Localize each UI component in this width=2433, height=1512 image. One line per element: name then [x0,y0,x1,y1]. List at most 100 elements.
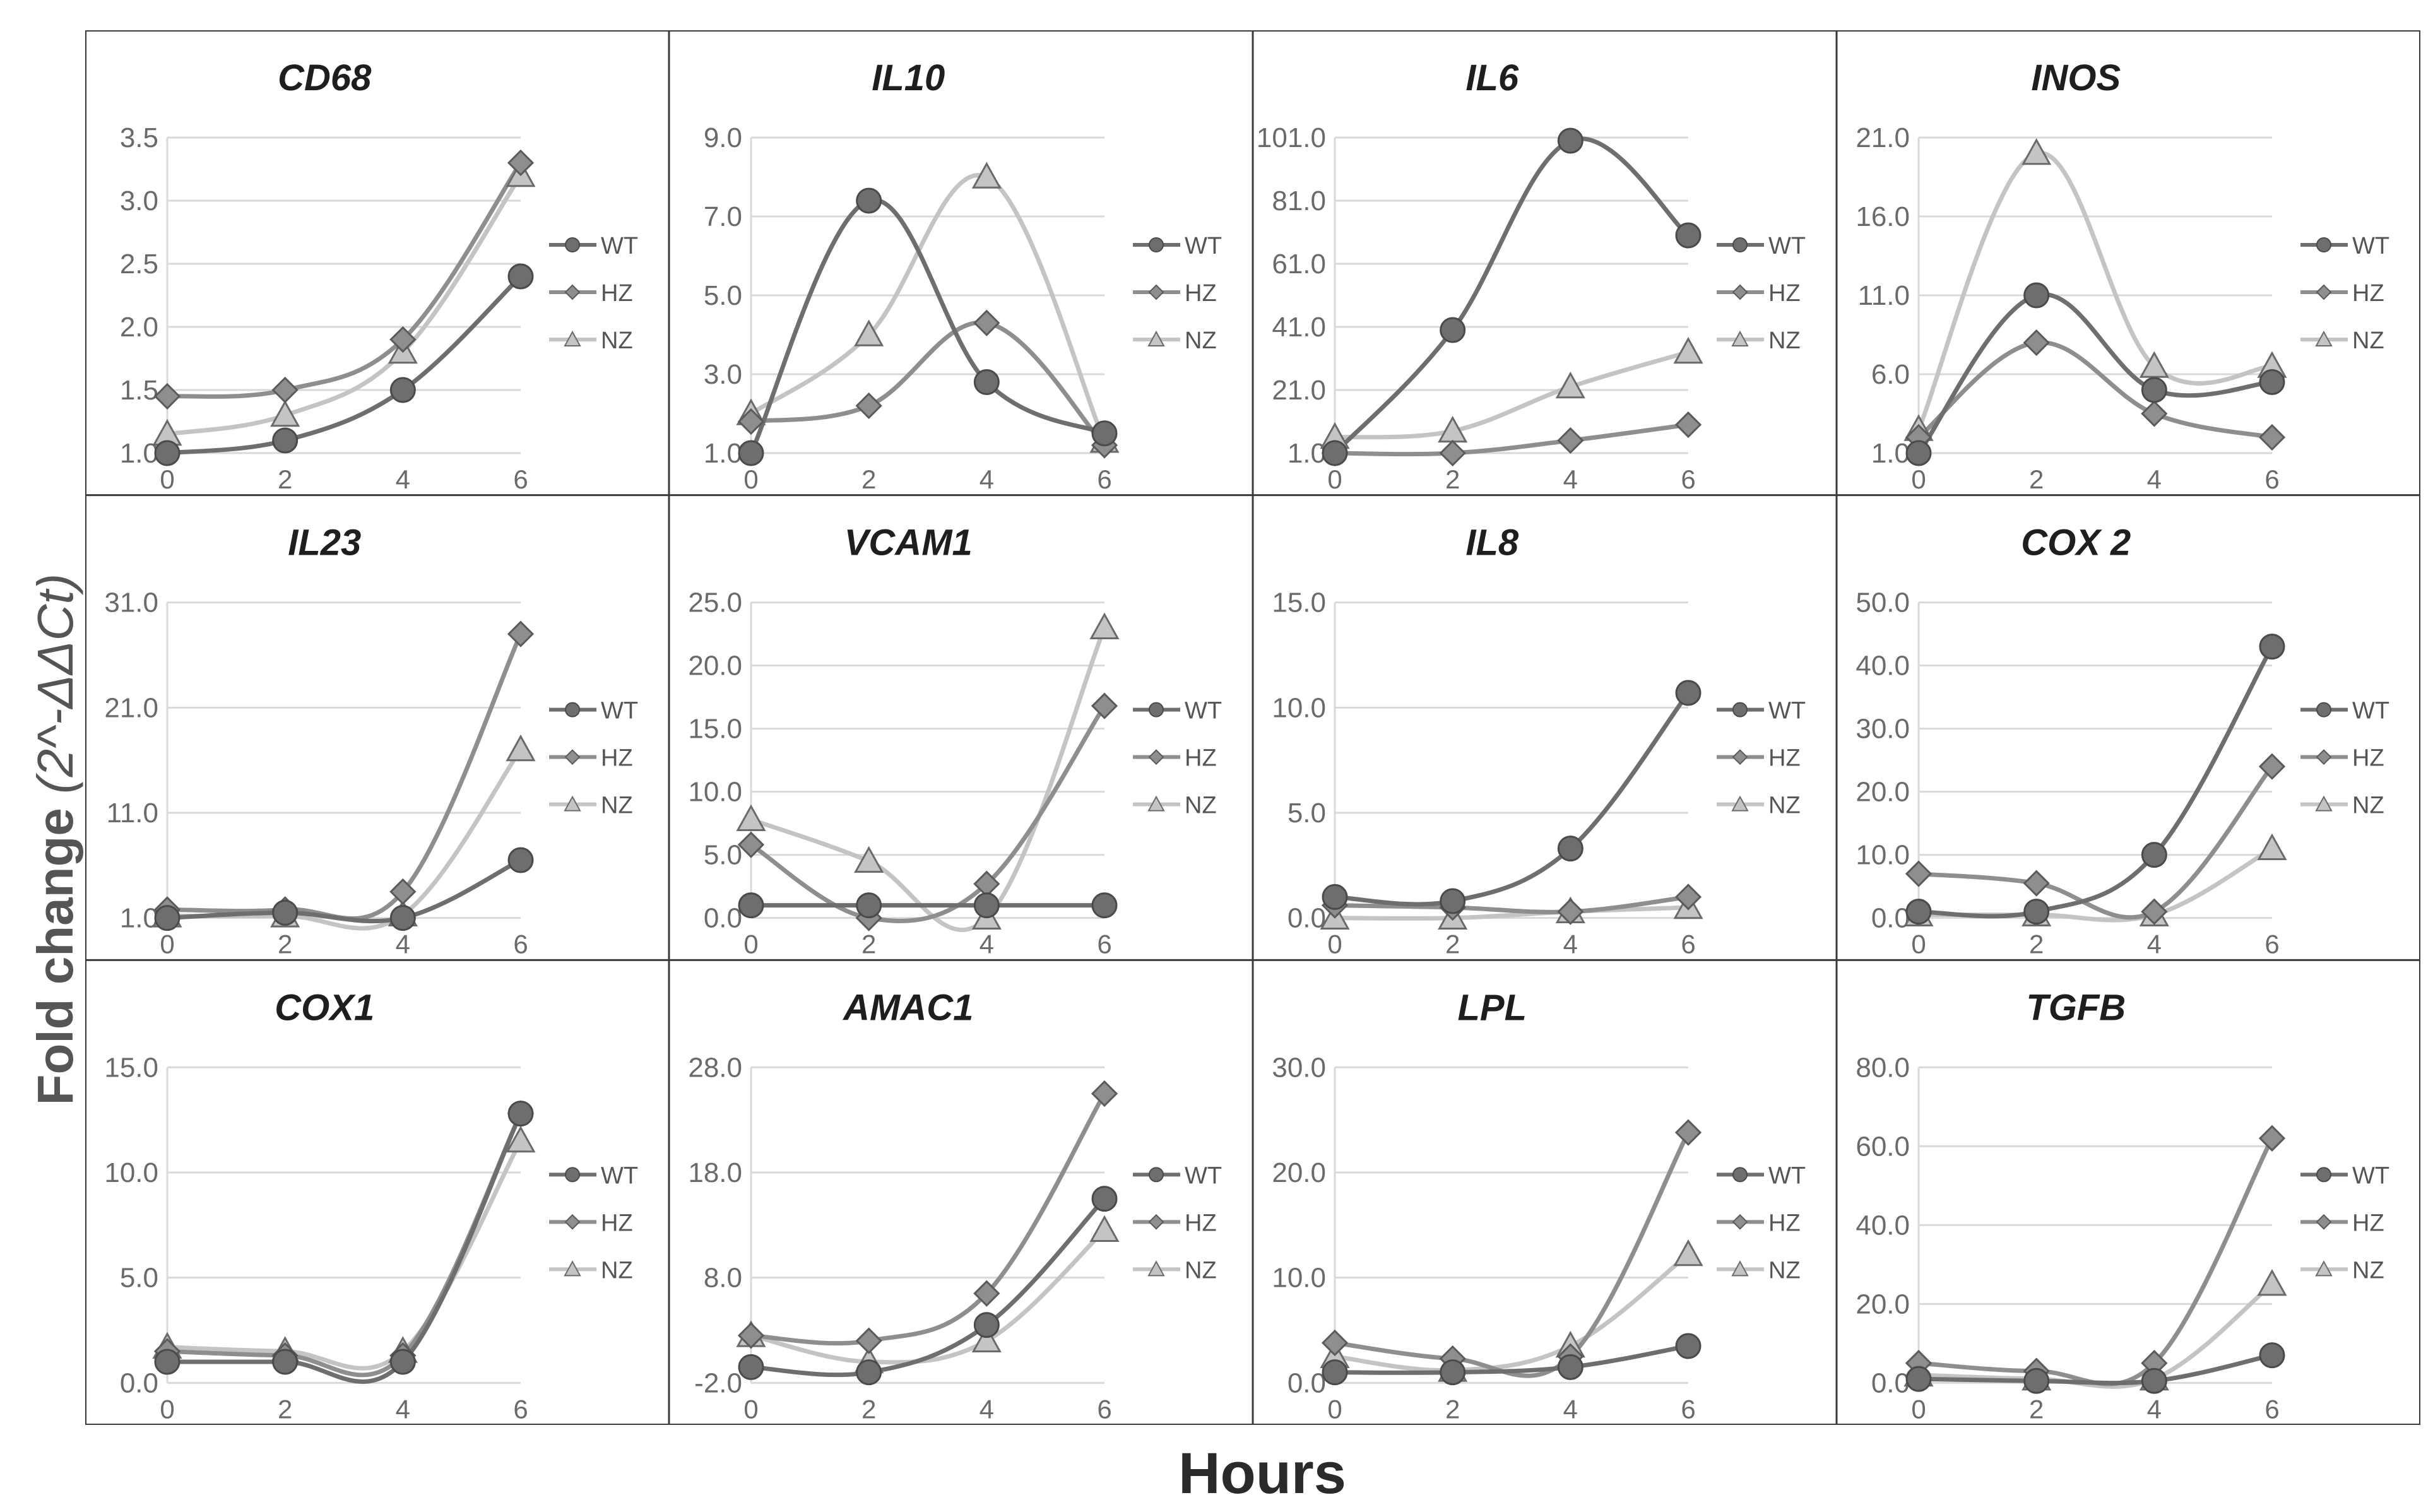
series-line-hz [1334,894,1689,914]
svg-text:Fold change (2^-ΔΔCt): Fold change (2^-ΔΔCt) [27,574,83,1106]
x-tick-label: 6 [2264,464,2279,494]
x-tick-label: 0 [743,1394,758,1424]
legend-entry-nz: NZ [2300,1257,2384,1284]
data-point-nz [2257,833,2287,860]
y-axis-label: Fold change (2^-ΔΔCt) [27,574,83,1106]
legend-entry-nz: NZ [1717,328,1801,354]
data-point-hz [389,326,417,353]
legend-entry-hz: HZ [549,745,633,772]
x-tick-label: 2 [2029,1394,2044,1424]
series-line-hz [167,162,523,399]
y-tick-label: 61.0 [1272,249,1326,280]
y-tick-label: 30.0 [1856,714,1910,745]
legend-marker [1148,1214,1164,1230]
data-point-wt [973,892,1000,919]
data-point-nz [270,399,300,427]
x-tick-label: 0 [160,930,174,959]
x-tick-label: 6 [513,930,528,959]
legend-entry-hz: HZ [2300,1210,2384,1236]
legend-marker [564,1214,581,1230]
panel-title: CD68 [278,57,372,98]
data-point-hz [1905,860,1933,887]
series-line-wt [1333,136,1690,455]
y-tick-label: 0.0 [704,903,742,934]
x-tick-label: 6 [2264,1394,2279,1424]
data-point-nz [2022,138,2052,165]
data-point-wt [1905,1366,1932,1392]
series-line-nz [167,748,523,931]
x-tick-label: 2 [1445,1394,1460,1424]
panel-title: IL10 [872,57,945,98]
legend-marker [1148,749,1164,765]
legend-marker [565,702,580,718]
legend-marker [1147,1260,1165,1277]
y-tick-label: 16.0 [1856,201,1910,232]
data-point-hz [973,309,1000,336]
legend-label: NZ [1185,1257,1217,1284]
y-tick-label: 21.0 [104,692,158,723]
data-point-wt [973,369,1000,395]
x-axis-label: Hours [1178,1441,1346,1506]
y-tick-label: 81.0 [1272,186,1326,216]
legend-marker [564,330,581,346]
x-tick-label: 0 [1911,464,1926,494]
legend-label: WT [601,698,638,724]
data-point-wt [856,187,882,214]
legend-label: WT [2352,1162,2389,1189]
x-tick-label: 4 [2147,1394,2162,1424]
x-tick-label: 4 [980,930,994,959]
y-tick-label: 15.0 [688,714,742,745]
data-point-wt [272,1349,299,1375]
panel-cox1: COX1 0.0 5.0 10.0 15.0 0 2 4 6 WT HZ NZ [104,987,638,1424]
legend-entry-hz: HZ [2300,745,2384,772]
data-point-wt [1091,892,1118,919]
data-point-hz [1674,1119,1702,1146]
legend-label: WT [601,233,638,259]
legend-label: HZ [2352,1210,2384,1236]
data-point-nz [506,734,536,762]
legend-label: WT [1185,1162,1222,1189]
legend-label: NZ [601,793,633,819]
data-point-nz [971,162,1002,189]
legend-label: HZ [1185,745,1217,772]
data-point-nz [736,804,766,831]
y-axis-label-main: Fold change [27,794,83,1105]
data-point-wt [1557,1354,1584,1380]
x-tick-label: 4 [2147,464,2162,494]
data-point-wt [389,905,416,931]
panel-il10: IL10 1.0 3.0 5.0 7.0 9.0 0 2 4 6 WT HZ NZ [704,57,1222,494]
series-line-nz [1334,1253,1690,1373]
legend-label: HZ [2352,280,2384,307]
x-tick-label: 2 [278,1394,292,1424]
legend-label: NZ [2352,328,2384,354]
data-point-hz [737,408,765,435]
series-line-hz [1334,422,1689,457]
legend-marker [1731,1260,1749,1277]
x-tick-label: 6 [1097,464,1111,494]
legend-marker [1731,795,1749,812]
series-line-wt [1334,691,1690,907]
y-tick-label: 60.0 [1856,1131,1910,1162]
y-tick-label: 0.0 [1871,1367,1910,1398]
legend-label: HZ [1768,280,1801,307]
series-line-nz [167,1140,523,1371]
y-tick-label: 3.0 [704,359,742,390]
legend-entry-hz: HZ [1717,745,1801,772]
legend-label: WT [1185,698,1222,724]
data-point-wt [1091,1186,1118,1212]
legend-label: HZ [601,1210,633,1236]
legend-label: HZ [601,745,633,772]
series-line-wt [750,1197,1106,1378]
legend-label: NZ [1768,1257,1801,1284]
panel-il23: IL23 1.0 11.0 21.0 31.0 0 2 4 6 WT HZ NZ [104,523,638,959]
legend-marker [2315,1260,2333,1277]
y-tick-label: 10.0 [688,777,742,808]
legend-marker [1731,330,1749,346]
legend-marker [2315,330,2333,346]
data-point-wt [154,440,181,466]
legend-label: NZ [1768,793,1801,819]
y-tick-label: 5.0 [704,840,742,871]
legend-label: HZ [1768,1210,1801,1236]
x-tick-label: 4 [1563,464,1578,494]
x-tick-label: 2 [861,930,876,959]
